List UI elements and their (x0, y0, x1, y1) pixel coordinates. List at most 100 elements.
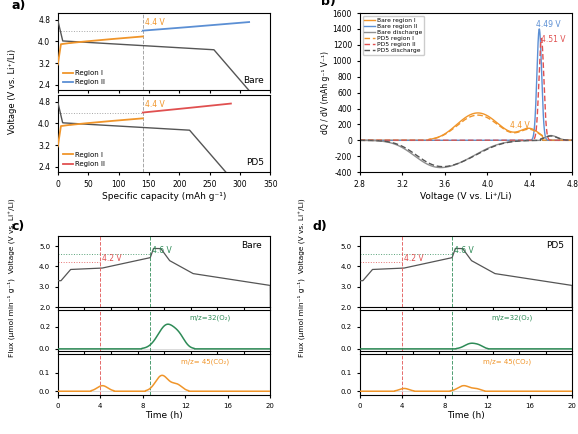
PD5 region II (538, 36, 545, 41)
PD5 discharge (356, 138, 363, 143)
PD5 region I (460, 118, 466, 124)
Text: PD5: PD5 (546, 241, 564, 250)
Region I (105, 37, 112, 42)
Bare region II (367, 138, 374, 143)
Bare region II (356, 138, 363, 143)
Line: Region II: Region II (143, 22, 249, 31)
Bare discharge (547, 133, 554, 138)
Legend: Bare region I, Bare region II, Bare discharge, PD5 region I, PD5 region II, PD5 : Bare region I, Bare region II, Bare disc… (362, 16, 424, 55)
Text: Bare: Bare (243, 76, 264, 85)
PD5 discharge (524, 138, 531, 143)
PD5 region I (562, 138, 569, 143)
Bare region I (563, 138, 570, 143)
X-axis label: Voltage (V vs. Li⁺/Li): Voltage (V vs. Li⁺/Li) (420, 191, 512, 201)
Region I (54, 62, 61, 67)
Bare region I (356, 138, 363, 143)
Region II (139, 28, 146, 33)
Region II (236, 20, 243, 26)
Region I (105, 118, 112, 124)
Bare discharge (524, 138, 531, 143)
PD5 region II (569, 138, 576, 143)
PD5 region II (562, 138, 569, 143)
PD5 region II (356, 138, 363, 143)
Region I (106, 36, 113, 42)
Line: Region I: Region I (58, 36, 143, 65)
Region I (106, 118, 113, 124)
Line: Region I: Region I (58, 118, 143, 146)
Text: Voltage (V vs. Li⁺/Li): Voltage (V vs. Li⁺/Li) (8, 49, 17, 134)
Region I (131, 116, 138, 122)
Bare discharge (460, 159, 466, 164)
Region I (54, 142, 61, 147)
Legend: Region I, Region II: Region I, Region II (61, 69, 106, 87)
X-axis label: Time (h): Time (h) (145, 411, 183, 421)
Text: m/z= 45(CO₂): m/z= 45(CO₂) (483, 358, 531, 365)
Bare region II (569, 138, 576, 143)
PD5 discharge (547, 133, 554, 138)
Text: 4.6 V: 4.6 V (153, 246, 172, 254)
Text: 4.4 V: 4.4 V (510, 122, 529, 130)
PD5 discharge (460, 159, 466, 164)
Text: 4.49 V: 4.49 V (536, 20, 560, 29)
Bare region I (562, 138, 569, 143)
Text: a): a) (11, 0, 25, 12)
Text: PD5: PD5 (246, 158, 264, 167)
Region I (105, 37, 112, 42)
Bare region I (569, 138, 576, 143)
Bare region II (536, 26, 543, 32)
Region II (202, 23, 209, 28)
Bare region I (460, 117, 466, 122)
PD5 discharge (569, 138, 576, 143)
Region I (139, 34, 146, 39)
Text: m/z= 45(CO₂): m/z= 45(CO₂) (181, 358, 229, 365)
Region II (229, 21, 236, 26)
Bare region I (524, 126, 531, 131)
Text: 4.4 V: 4.4 V (144, 18, 164, 26)
Region I (139, 116, 146, 121)
Line: PD5 discharge: PD5 discharge (360, 136, 572, 167)
Region I (126, 117, 133, 122)
Line: PD5 region II: PD5 region II (360, 39, 572, 140)
PD5 region I (524, 127, 531, 132)
Region II (227, 101, 234, 106)
Bare region I (367, 138, 374, 143)
PD5 discharge (563, 138, 570, 143)
Bare discharge (569, 138, 576, 143)
Region II (219, 102, 226, 107)
Bare region II (562, 138, 569, 143)
Region I (54, 144, 61, 149)
PD5 region I (563, 138, 570, 143)
PD5 region II (454, 138, 461, 143)
Region II (205, 23, 212, 28)
Region I (105, 118, 112, 124)
Bare discharge (563, 138, 570, 143)
Bare region II (460, 138, 466, 143)
Line: Bare region I: Bare region I (360, 113, 572, 140)
Bare region I (454, 122, 461, 127)
PD5 region I (454, 123, 461, 128)
Y-axis label: dQ / dV (mAh g⁻¹ V⁻¹): dQ / dV (mAh g⁻¹ V⁻¹) (321, 51, 330, 134)
Region II (214, 102, 221, 108)
Text: Flux (μmol min⁻¹ g⁻¹)  Voltage (V vs. Li⁺/Li): Flux (μmol min⁻¹ g⁻¹) Voltage (V vs. Li⁺… (298, 198, 305, 357)
Text: c): c) (11, 220, 24, 233)
Region II (139, 110, 146, 115)
PD5 region II (367, 138, 374, 143)
Line: Bare discharge: Bare discharge (360, 135, 572, 168)
Region II (203, 23, 210, 28)
PD5 region II (563, 138, 570, 143)
Text: Bare: Bare (241, 241, 262, 250)
Line: Bare region II: Bare region II (360, 29, 572, 140)
PD5 discharge (563, 138, 570, 143)
X-axis label: Specific capacity (mAh g⁻¹): Specific capacity (mAh g⁻¹) (102, 191, 226, 201)
Line: PD5 region I: PD5 region I (360, 115, 572, 140)
Text: d): d) (313, 220, 328, 233)
Text: b): b) (321, 0, 336, 8)
PD5 region I (569, 138, 576, 143)
Region I (54, 60, 61, 65)
Region I (126, 35, 133, 40)
Bare region I (475, 110, 481, 115)
Text: 4.4 V: 4.4 V (144, 99, 164, 108)
Legend: Region I, Region II: Region I, Region II (61, 151, 106, 169)
Region II (140, 110, 147, 115)
Bare discharge (454, 161, 461, 166)
